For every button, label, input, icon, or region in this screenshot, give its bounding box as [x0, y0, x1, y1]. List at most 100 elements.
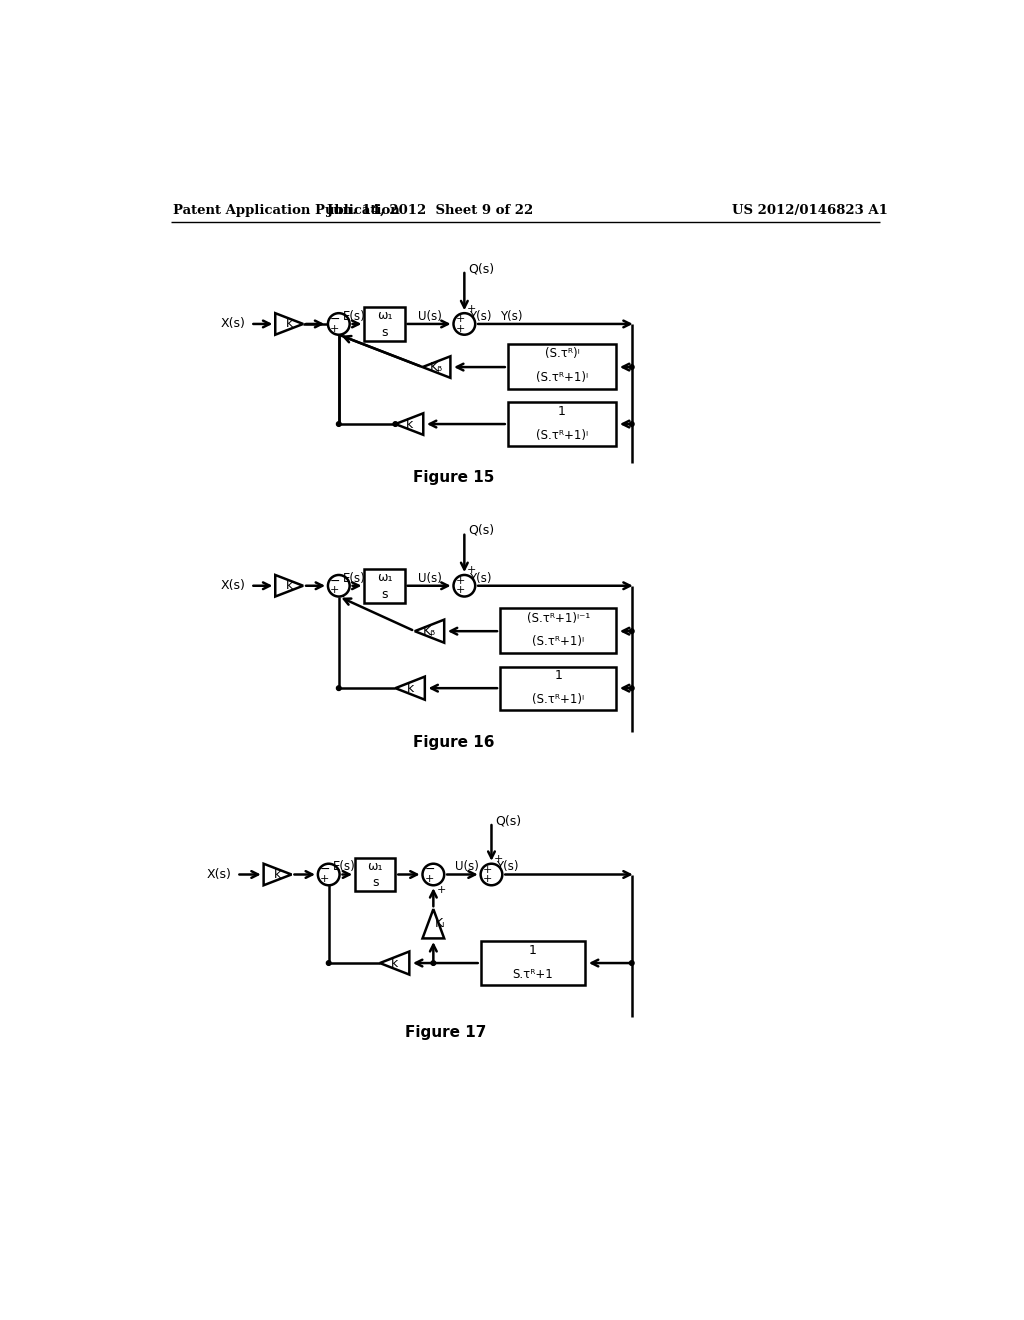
Text: k: k — [407, 681, 414, 694]
Text: X(s): X(s) — [221, 317, 246, 330]
Text: +: + — [483, 865, 493, 875]
Text: Figure 16: Figure 16 — [413, 734, 495, 750]
Circle shape — [423, 863, 444, 886]
Polygon shape — [415, 619, 444, 643]
Text: +: + — [456, 576, 465, 586]
Text: +: + — [330, 323, 340, 334]
Text: U(s): U(s) — [455, 861, 478, 874]
Text: +: + — [436, 884, 445, 895]
Circle shape — [393, 422, 397, 426]
Text: 1: 1 — [529, 944, 537, 957]
Circle shape — [328, 576, 349, 597]
Text: +: + — [425, 874, 434, 884]
Circle shape — [317, 863, 340, 886]
Circle shape — [328, 313, 349, 335]
Text: (S.τᴿ+1)ᵎ: (S.τᴿ+1)ᵎ — [536, 429, 588, 442]
Circle shape — [337, 422, 341, 426]
Circle shape — [454, 313, 475, 335]
Polygon shape — [263, 863, 292, 886]
Bar — [355, 858, 395, 891]
Text: −: − — [335, 591, 346, 603]
Circle shape — [630, 686, 634, 690]
Text: ω₁: ω₁ — [368, 859, 383, 873]
Bar — [365, 308, 404, 341]
Text: −: − — [319, 863, 330, 876]
Text: +: + — [467, 565, 476, 576]
Text: E(s): E(s) — [343, 310, 366, 323]
Text: +: + — [467, 304, 476, 314]
Text: Y(s): Y(s) — [469, 310, 492, 323]
Bar — [365, 569, 404, 603]
Text: E(s): E(s) — [333, 861, 355, 874]
Text: (S.τᴿ+1)ᵎ: (S.τᴿ+1)ᵎ — [536, 371, 588, 384]
Bar — [508, 403, 616, 446]
Text: X(s): X(s) — [206, 869, 231, 880]
Text: ω₁: ω₁ — [377, 309, 392, 322]
Text: s: s — [381, 587, 388, 601]
Bar — [508, 345, 616, 388]
Polygon shape — [275, 313, 303, 335]
Text: (S.τᴿ+1)ᵎ⁻¹: (S.τᴿ+1)ᵎ⁻¹ — [526, 611, 590, 624]
Text: −: − — [335, 329, 346, 342]
Polygon shape — [380, 952, 410, 974]
Text: X(s): X(s) — [221, 579, 246, 593]
Text: +: + — [321, 874, 330, 884]
Text: Q(s): Q(s) — [496, 814, 521, 828]
Text: k: k — [391, 957, 398, 970]
Text: 1: 1 — [558, 405, 566, 418]
Text: s: s — [381, 326, 388, 339]
Text: +: + — [456, 585, 465, 595]
Bar — [500, 609, 616, 653]
Text: +: + — [483, 874, 493, 884]
Circle shape — [337, 686, 341, 690]
Text: +: + — [494, 854, 503, 865]
Circle shape — [630, 961, 634, 965]
Text: k: k — [274, 869, 282, 880]
Text: Q(s): Q(s) — [468, 524, 495, 537]
Text: k: k — [286, 579, 293, 593]
Text: E(s): E(s) — [343, 572, 366, 585]
Text: (S.τᴿ+1)ᵎ: (S.τᴿ+1)ᵎ — [532, 693, 584, 706]
Text: Jun. 14, 2012  Sheet 9 of 22: Jun. 14, 2012 Sheet 9 of 22 — [327, 205, 534, 218]
Text: −: − — [330, 313, 340, 326]
Text: s: s — [372, 876, 379, 890]
Text: Kᵦ: Kᵦ — [423, 624, 436, 638]
Text: k: k — [406, 417, 413, 430]
Bar — [480, 941, 586, 985]
Text: U(s): U(s) — [419, 310, 442, 323]
Text: −: − — [424, 863, 435, 876]
Text: Figure 15: Figure 15 — [413, 470, 495, 486]
Polygon shape — [423, 356, 451, 378]
Text: +: + — [456, 314, 465, 325]
Polygon shape — [423, 909, 444, 939]
Bar — [500, 667, 616, 710]
Text: Patent Application Publication: Patent Application Publication — [173, 205, 399, 218]
Text: Q(s): Q(s) — [468, 261, 495, 275]
Circle shape — [630, 364, 634, 370]
Text: −: − — [330, 574, 340, 587]
Polygon shape — [395, 413, 423, 434]
Circle shape — [327, 961, 331, 965]
Text: US 2012/0146823 A1: US 2012/0146823 A1 — [732, 205, 889, 218]
Text: S.τᴿ+1: S.τᴿ+1 — [513, 968, 553, 981]
Text: k: k — [286, 317, 293, 330]
Text: ω₁: ω₁ — [377, 570, 392, 583]
Circle shape — [480, 863, 503, 886]
Text: (S.τᴿ+1)ᵎ: (S.τᴿ+1)ᵎ — [532, 635, 584, 648]
Text: Y(s): Y(s) — [496, 861, 518, 874]
Text: +: + — [456, 323, 465, 334]
Text: Y(s): Y(s) — [469, 572, 492, 585]
Text: (S.τᴿ)ᵎ: (S.τᴿ)ᵎ — [545, 347, 580, 360]
Polygon shape — [395, 677, 425, 700]
Text: Kᵦ: Kᵦ — [430, 360, 443, 374]
Text: U(s): U(s) — [419, 572, 442, 585]
Text: Y(s): Y(s) — [500, 310, 522, 323]
Text: Figure 17: Figure 17 — [406, 1024, 486, 1040]
Circle shape — [630, 628, 634, 634]
Text: 1: 1 — [554, 669, 562, 682]
Text: +: + — [330, 585, 340, 595]
Circle shape — [431, 961, 435, 965]
Text: Kₗ: Kₗ — [434, 917, 444, 931]
Circle shape — [454, 576, 475, 597]
Circle shape — [630, 422, 634, 426]
